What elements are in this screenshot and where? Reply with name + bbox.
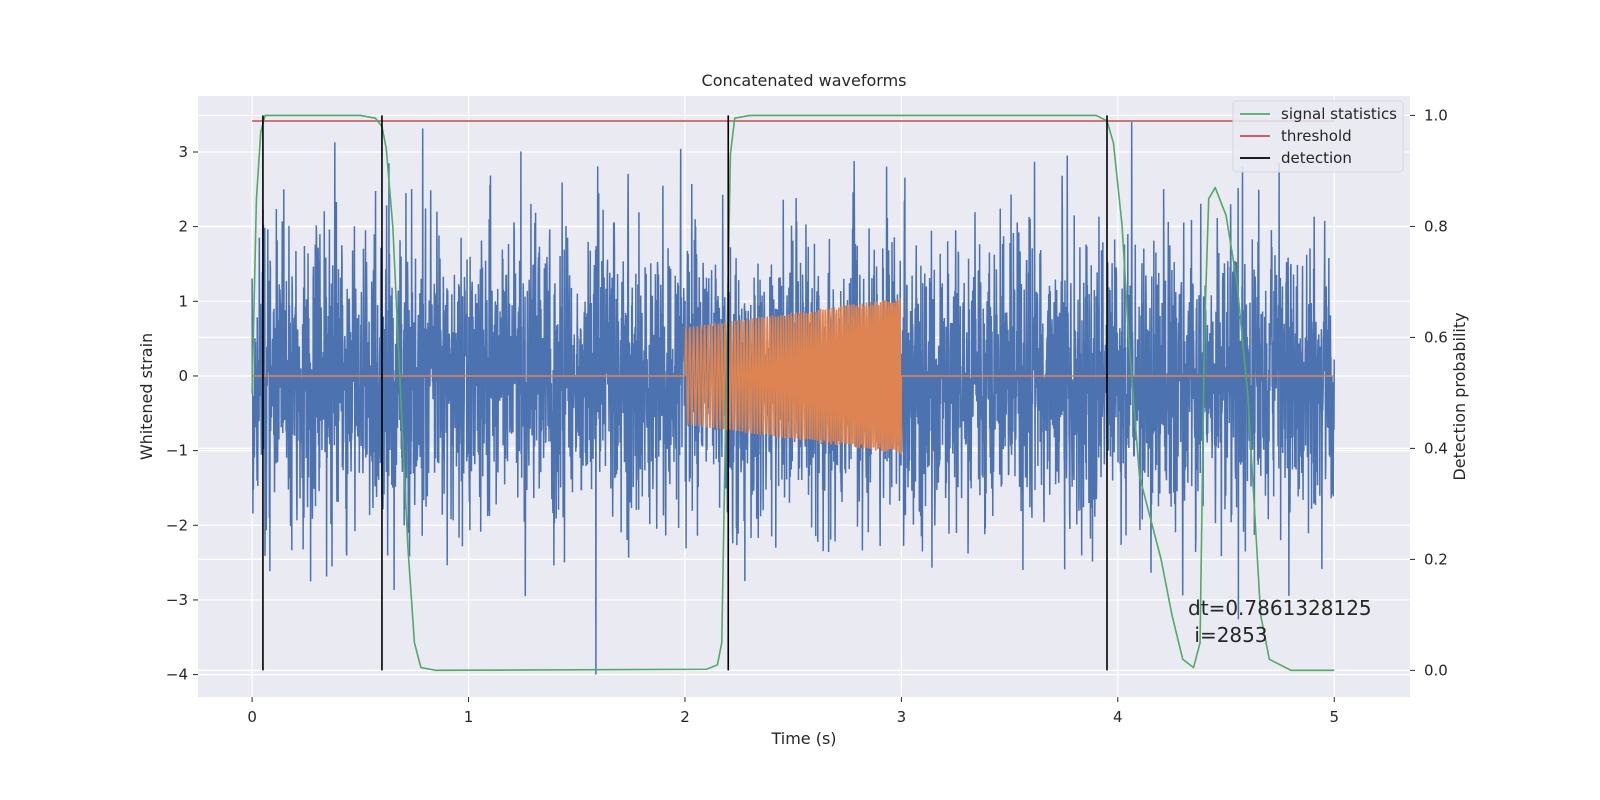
series-injected-signal xyxy=(252,298,1335,455)
y-tick-label-left: −1 xyxy=(166,442,188,460)
y-tick-label-right: 0.0 xyxy=(1424,661,1448,679)
y-tick-label-left: 2 xyxy=(178,218,188,236)
y-axis-label-right: Detection probability xyxy=(1450,312,1469,480)
tick-labels: 0 1 2 3 4 5 3 2 1 0 −1 −2 −3 −4 1.0 0.8 0.6 0.4 0.2 0.0 xyxy=(166,106,1448,726)
annotation-index: i=2853 xyxy=(1188,623,1268,647)
x-tick-label: 1 xyxy=(464,708,474,726)
x-tick-label: 2 xyxy=(680,708,690,726)
y-tick-label-right: 0.4 xyxy=(1424,439,1448,457)
y-tick-label-right: 0.2 xyxy=(1424,550,1448,568)
y-tick-label-left: 1 xyxy=(178,292,188,310)
x-axis-label: Time (s) xyxy=(770,729,836,748)
x-tick-label: 0 xyxy=(247,708,257,726)
y-tick-label-left: −2 xyxy=(166,516,188,534)
data-layer xyxy=(251,114,1335,675)
chart-title: Concatenated waveforms xyxy=(702,71,907,90)
y-tick-label-right: 1.0 xyxy=(1424,106,1448,124)
y-axis-label-left: Whitened strain xyxy=(137,333,156,460)
legend: signal statistics threshold detection xyxy=(1232,100,1404,173)
legend-box xyxy=(1232,100,1404,173)
y-tick-label-right: 0.6 xyxy=(1424,328,1448,346)
y-tick-label-left: 0 xyxy=(178,367,188,385)
y-tick-label-left: −4 xyxy=(166,666,188,684)
x-tick-label: 5 xyxy=(1329,708,1339,726)
y-tick-label-left: 3 xyxy=(178,143,188,161)
annotation-dt: dt=0.7861328125 xyxy=(1188,596,1372,620)
y-tick-label-right: 0.8 xyxy=(1424,217,1448,235)
legend-label: detection xyxy=(1281,149,1352,167)
legend-label: signal statistics xyxy=(1281,105,1397,123)
y-tick-label-left: −3 xyxy=(166,591,188,609)
legend-label: threshold xyxy=(1281,127,1352,145)
x-tick-label: 3 xyxy=(897,708,907,726)
x-tick-label: 4 xyxy=(1113,708,1123,726)
